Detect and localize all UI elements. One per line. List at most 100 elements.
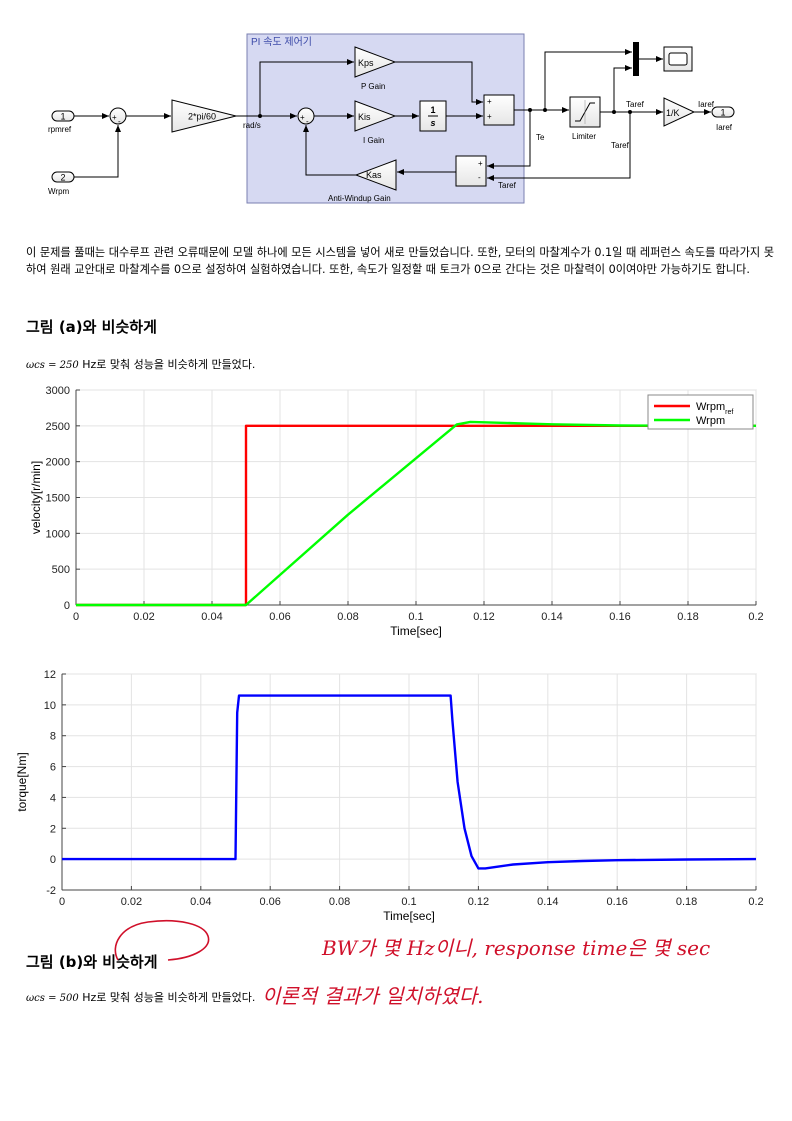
x-tick-label: 0 xyxy=(59,896,65,908)
x-tick-label: 0.1 xyxy=(401,896,416,908)
y-tick-label: 0 xyxy=(50,854,56,866)
y-tick-label: 2 xyxy=(50,823,56,835)
y-tick-label: 10 xyxy=(44,700,56,712)
series-line-2 xyxy=(76,420,757,607)
x-tick-label: 0.08 xyxy=(329,896,350,908)
outport-number: 1 xyxy=(720,108,725,118)
kas-gain-block[interactable] xyxy=(354,159,397,191)
x-tick-label: 0.2 xyxy=(748,896,763,908)
inverse-k-gain-block[interactable] xyxy=(663,97,696,127)
y-tick-label: 1000 xyxy=(46,528,70,540)
svg-text:+: + xyxy=(487,112,492,121)
kps-gain-block[interactable] xyxy=(354,46,397,78)
group-title: PI 속도 제어기 xyxy=(251,36,312,48)
y-axis-label: velocity[r/min] xyxy=(29,461,43,534)
sum-block-3[interactable] xyxy=(483,94,515,126)
x-axis-label: Time[sec] xyxy=(390,624,442,638)
x-tick-label: 0.06 xyxy=(269,611,290,623)
svg-text:+: + xyxy=(487,97,492,106)
handwritten-note-line-1: BW가 몇 Hz이니, response time은 몇 sec xyxy=(322,936,711,960)
kas-label: Kas xyxy=(366,170,382,180)
outport-label: Iaref xyxy=(716,123,733,132)
svg-text:+: + xyxy=(112,113,117,122)
signal-taref-label-3: Taref xyxy=(498,181,517,190)
signal-iaref-label: Iaref xyxy=(698,100,715,109)
y-tick-label: 500 xyxy=(52,564,70,576)
legend-entry: Wrpm xyxy=(696,415,725,427)
svg-text:+: + xyxy=(478,159,483,168)
y-tick-label: 3000 xyxy=(46,385,70,397)
x-tick-label: 0.2 xyxy=(748,611,763,623)
inverse-k-label: 1/K xyxy=(666,108,680,118)
signal-taref-label-1: Taref xyxy=(626,100,645,109)
section-b-heading: 그림 (b)와 비슷하게 xyxy=(26,953,158,971)
y-tick-label: 2000 xyxy=(46,457,70,469)
signal-rad-s-label: rad/s xyxy=(243,121,261,130)
svg-text:-: - xyxy=(306,117,309,126)
handwritten-circle-annotation xyxy=(114,919,210,961)
limiter-caption: Limiter xyxy=(572,132,596,141)
section-b-note-math: ωcs = 500 xyxy=(26,993,79,1004)
x-tick-label: 0.14 xyxy=(537,896,558,908)
svg-text:+: + xyxy=(300,113,305,122)
x-tick-label: 0.08 xyxy=(337,611,358,623)
p-gain-caption: P Gain xyxy=(361,82,385,91)
simulink-block-diagram: PI 속도 제어기 1 rpmref 2 Wrpm + - 2*pi/60 rad… xyxy=(48,33,735,204)
x-tick-label: 0 xyxy=(73,611,79,623)
y-tick-label: 6 xyxy=(50,762,56,774)
y-tick-label: 8 xyxy=(50,731,56,743)
section-b-note-text: Hz로 맞춰 성능을 비슷하게 만들었다. xyxy=(78,991,256,1004)
velocity-chart: 0 0.02 0.04 0.06 0.08 0.1 0.12 0.14 0.16 0.18 0.2 0… xyxy=(29,385,764,638)
kis-label: Kis xyxy=(358,112,371,122)
section-a-note-math: ωcs = 250 xyxy=(26,360,79,371)
explanation-paragraph: 이 문제를 풀때는 대수루프 관련 오류때문에 모델 하나에 모든 시스템을 넣… xyxy=(26,246,775,276)
gain-2pi-60[interactable] xyxy=(171,99,237,133)
gain-2pi-60-label: 2*pi/60 xyxy=(188,112,216,122)
outport-iaref[interactable] xyxy=(711,106,735,118)
y-axis-label: torque[Nm] xyxy=(15,752,29,811)
x-axis-label: Time[sec] xyxy=(383,909,435,923)
x-tick-label: 0.14 xyxy=(541,611,562,623)
kis-gain-block[interactable] xyxy=(354,100,397,132)
signal-taref-label-2: Taref xyxy=(611,141,630,150)
y-tick-label: 2500 xyxy=(46,421,70,433)
y-tick-label: 0 xyxy=(64,600,70,612)
anti-windup-caption: Anti-Windup Gain xyxy=(328,194,391,203)
i-gain-caption: I Gain xyxy=(363,136,384,145)
section-a-note: ωcs = 250 Hz로 맞춰 성능을 비슷하게 만들었다. xyxy=(26,356,255,372)
x-tick-label: 0.06 xyxy=(259,896,280,908)
torque-chart: 0 0.02 0.04 0.06 0.08 0.1 0.12 0.14 0.16 0.18 0.2 -… xyxy=(15,669,764,923)
x-tick-label: 0.02 xyxy=(133,611,154,623)
x-tick-label: 0.12 xyxy=(468,896,489,908)
x-tick-label: 0.12 xyxy=(473,611,494,623)
y-tick-label: -2 xyxy=(46,885,56,897)
legend-entry: Wrpmref xyxy=(696,401,733,416)
svg-text:-: - xyxy=(478,173,481,182)
section-b-note: ωcs = 500 Hz로 맞춰 성능을 비슷하게 만들었다. xyxy=(26,989,255,1005)
svg-text:-: - xyxy=(118,117,121,126)
section-a-heading: 그림 (a)와 비슷하게 xyxy=(26,318,157,336)
x-tick-label: 0.02 xyxy=(121,896,142,908)
integrator-denominator: s xyxy=(430,118,435,128)
inport-wrpm-number: 2 xyxy=(60,173,65,183)
kps-label: Kps xyxy=(358,58,374,68)
series-line-1 xyxy=(62,694,757,870)
x-tick-label: 0.1 xyxy=(408,611,423,623)
x-tick-label: 0.04 xyxy=(190,896,211,908)
mux-block[interactable] xyxy=(633,42,639,76)
x-tick-label: 0.18 xyxy=(677,611,698,623)
sum-block-4[interactable] xyxy=(455,155,487,187)
y-tick-label: 12 xyxy=(44,669,56,681)
y-tick-label: 4 xyxy=(50,792,56,804)
inport-wrpm-label: Wrpm xyxy=(48,187,70,196)
signal-te-label: Te xyxy=(536,133,545,142)
x-tick-label: 0.04 xyxy=(201,611,222,623)
y-tick-label: 1500 xyxy=(46,493,70,505)
inport-rpmref-number: 1 xyxy=(60,112,65,122)
inport-rpmref-label: rpmref xyxy=(48,125,72,134)
x-tick-label: 0.16 xyxy=(609,611,630,623)
x-tick-label: 0.18 xyxy=(676,896,697,908)
x-tick-label: 0.16 xyxy=(606,896,627,908)
signal-wires xyxy=(74,49,711,181)
section-a-note-text: Hz로 맞춰 성능을 비슷하게 만들었다. xyxy=(78,358,256,371)
